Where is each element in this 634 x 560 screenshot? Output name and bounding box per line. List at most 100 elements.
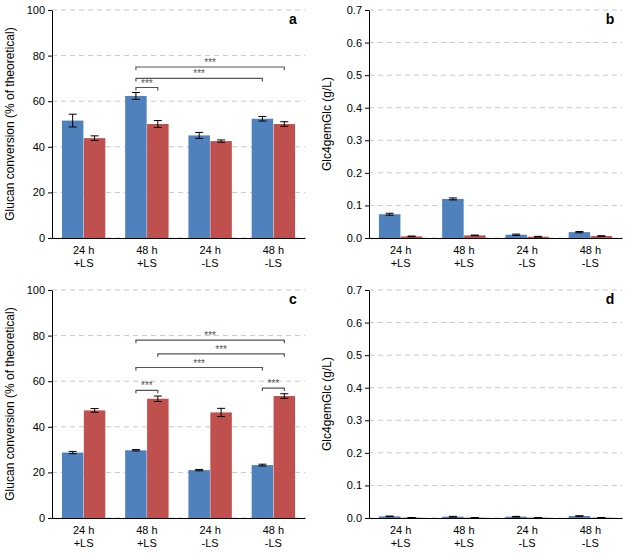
axis-line: [52, 11, 53, 239]
bar: [125, 96, 146, 238]
grid-line: [369, 75, 622, 76]
error-bar: [597, 235, 605, 237]
bar: [569, 516, 590, 518]
tick-label: 0.0: [347, 512, 362, 524]
tick-label: 0.2: [347, 167, 362, 179]
bar: [188, 470, 209, 518]
tick-label: 60: [33, 95, 45, 107]
grid-line: [52, 10, 305, 11]
tick-label: 48 h-LS: [580, 244, 601, 269]
error-bar: [91, 136, 99, 141]
grid-line: [369, 172, 622, 173]
tick: 0.6: [347, 37, 369, 49]
tick-mark: [48, 101, 52, 102]
error-bar: [534, 236, 542, 238]
tick: 0.5: [347, 69, 369, 81]
tick: 48 h-LS: [580, 524, 601, 549]
axis-line: [369, 291, 370, 519]
tick-label: 0.4: [347, 102, 362, 114]
x-axis: 24 h+LS48 h+LS24 h-LS48 h-LS: [53, 519, 306, 550]
tick-mark: [48, 290, 52, 291]
tick: 48 h+LS: [453, 244, 474, 269]
tick-label: 40: [33, 141, 45, 153]
annotations: ***************: [136, 330, 284, 393]
figure: *********02040608010024 h+LS48 h+LS24 h-…: [0, 0, 634, 560]
tick-mark: [365, 420, 369, 421]
tick-label: 20: [33, 466, 45, 478]
grid-line: [52, 335, 305, 336]
tick-mark: [365, 518, 369, 519]
bar: [505, 517, 526, 518]
error-bar: [258, 116, 266, 121]
error-bar: [386, 516, 394, 518]
y-axis-title: Glc4gemGlc (g/L): [320, 77, 334, 171]
y-axis: 0.00.10.20.30.40.50.60.7: [347, 284, 370, 524]
grid-line: [369, 452, 622, 453]
tick: 80: [33, 330, 52, 342]
error-bar: [154, 396, 162, 401]
tick: 60: [33, 375, 52, 387]
tick-label: 24 h-LS: [516, 524, 537, 549]
tick-label: 24 h-LS: [199, 244, 220, 269]
grid-line: [369, 355, 622, 356]
panel-label: d: [606, 291, 615, 307]
bar: [147, 124, 168, 238]
tick: 24 h-LS: [516, 244, 537, 269]
tick: 0.7: [347, 284, 369, 296]
series: [401, 517, 612, 518]
tick-mark: [365, 453, 369, 454]
tick-mark: [365, 43, 369, 44]
tick-label: 24 h+LS: [73, 244, 94, 269]
error-bar: [512, 516, 520, 518]
error-bar: [512, 234, 520, 235]
tick-label: 48 h+LS: [453, 524, 474, 549]
significance-label: ***: [204, 57, 216, 68]
tick-label: 20: [33, 186, 45, 198]
tick-mark: [365, 290, 369, 291]
axis-line: [53, 238, 306, 239]
error-bar: [280, 394, 288, 399]
tick-label: 48 h+LS: [136, 244, 157, 269]
tick-mark: [365, 205, 369, 206]
panel-label: b: [606, 11, 615, 27]
tick: 48 h+LS: [136, 244, 157, 269]
error-bar: [132, 93, 140, 100]
error-bar: [195, 132, 203, 138]
bar: [274, 396, 295, 518]
tick: 24 h+LS: [73, 524, 94, 549]
panel: *********02040608010024 h+LS48 h+LS24 h-…: [3, 4, 306, 269]
axis-line: [369, 11, 370, 239]
tick: 0: [39, 512, 52, 524]
grid-line: [369, 387, 622, 388]
tick-label: 0.5: [347, 69, 362, 81]
tick-mark: [48, 56, 52, 57]
bar: [210, 141, 231, 238]
tick: 48 h+LS: [453, 524, 474, 549]
axis-line: [52, 291, 53, 519]
tick-label: 24 h-LS: [199, 524, 220, 549]
error-bar: [258, 464, 266, 466]
bar: [379, 516, 400, 518]
grid-line: [369, 107, 622, 108]
bar: [84, 138, 105, 238]
tick-mark: [48, 336, 52, 337]
tick: 0.2: [347, 447, 369, 459]
tick-mark: [48, 147, 52, 148]
tick-mark: [48, 472, 52, 473]
tick-label: 24 h+LS: [73, 524, 94, 549]
y-axis-title: Glucan conversion (% of theoretical): [3, 27, 17, 220]
bar: [401, 236, 422, 238]
tick-label: 0.7: [347, 284, 362, 296]
tick: 24 h+LS: [390, 244, 411, 269]
bar: [442, 199, 463, 238]
tick-mark: [365, 10, 369, 11]
tick-label: 0.1: [347, 479, 362, 491]
error-bar: [69, 114, 77, 127]
tick-label: 24 h+LS: [390, 524, 411, 549]
tick-mark: [48, 10, 52, 11]
tick-label: 0: [39, 232, 45, 244]
bar: [464, 517, 485, 518]
tick: 0.7: [347, 4, 369, 16]
grid-line: [52, 101, 305, 102]
tick-label: 0.1: [347, 199, 362, 211]
